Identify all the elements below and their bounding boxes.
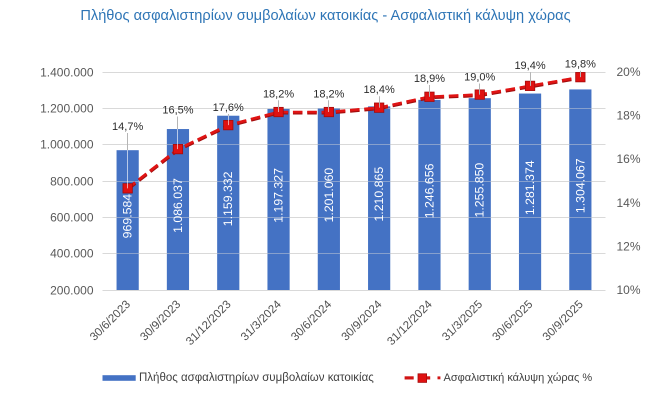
svg-text:18%: 18% bbox=[617, 109, 641, 123]
svg-text:1.246.656: 1.246.656 bbox=[422, 163, 436, 218]
svg-text:14%: 14% bbox=[617, 196, 641, 210]
svg-text:200.000: 200.000 bbox=[50, 284, 94, 298]
svg-text:19,0%: 19,0% bbox=[464, 72, 495, 84]
svg-text:1.200.000: 1.200.000 bbox=[40, 102, 94, 116]
svg-text:800.000: 800.000 bbox=[50, 175, 94, 189]
svg-text:18,2%: 18,2% bbox=[263, 88, 294, 100]
svg-text:14,7%: 14,7% bbox=[112, 121, 143, 133]
svg-text:1.400.000: 1.400.000 bbox=[40, 66, 94, 80]
svg-text:1.210.865: 1.210.865 bbox=[372, 167, 386, 222]
svg-text:1.255.850: 1.255.850 bbox=[473, 163, 487, 218]
svg-text:12%: 12% bbox=[617, 239, 641, 253]
svg-text:1.086.037: 1.086.037 bbox=[171, 178, 185, 233]
svg-text:1.201.060: 1.201.060 bbox=[322, 168, 336, 223]
svg-text:16,5%: 16,5% bbox=[162, 105, 193, 117]
svg-text:10%: 10% bbox=[617, 283, 641, 297]
svg-text:19,4%: 19,4% bbox=[514, 60, 545, 72]
svg-text:600.000: 600.000 bbox=[50, 211, 94, 225]
svg-text:1.197.327: 1.197.327 bbox=[272, 168, 286, 223]
svg-text:Πλήθος ασφαλιστηρίων συμβολαίω: Πλήθος ασφαλιστηρίων συμβολαίων κατοικία… bbox=[139, 372, 374, 384]
svg-text:16%: 16% bbox=[617, 152, 641, 166]
svg-text:17,6%: 17,6% bbox=[213, 102, 244, 114]
svg-text:1.000.000: 1.000.000 bbox=[40, 138, 94, 152]
svg-text:18,2%: 18,2% bbox=[313, 88, 344, 100]
svg-text:18,9%: 18,9% bbox=[414, 73, 445, 85]
svg-text:Πλήθος ασφαλιστηρίων συμβολαίω: Πλήθος ασφαλιστηρίων συμβολαίων κατοικία… bbox=[80, 8, 570, 24]
svg-text:20%: 20% bbox=[617, 65, 641, 79]
svg-text:1.281.374: 1.281.374 bbox=[523, 160, 537, 215]
svg-text:1.159.332: 1.159.332 bbox=[221, 171, 235, 226]
svg-text:1.304.067: 1.304.067 bbox=[573, 158, 587, 213]
svg-text:400.000: 400.000 bbox=[50, 247, 94, 261]
svg-text:18,4%: 18,4% bbox=[364, 84, 395, 96]
svg-text:19,8%: 19,8% bbox=[565, 59, 596, 71]
svg-text:Ασφαλιστική κάλυψη χώρας %: Ασφαλιστική κάλυψη χώρας % bbox=[444, 372, 593, 384]
svg-text:969.584: 969.584 bbox=[121, 194, 135, 239]
